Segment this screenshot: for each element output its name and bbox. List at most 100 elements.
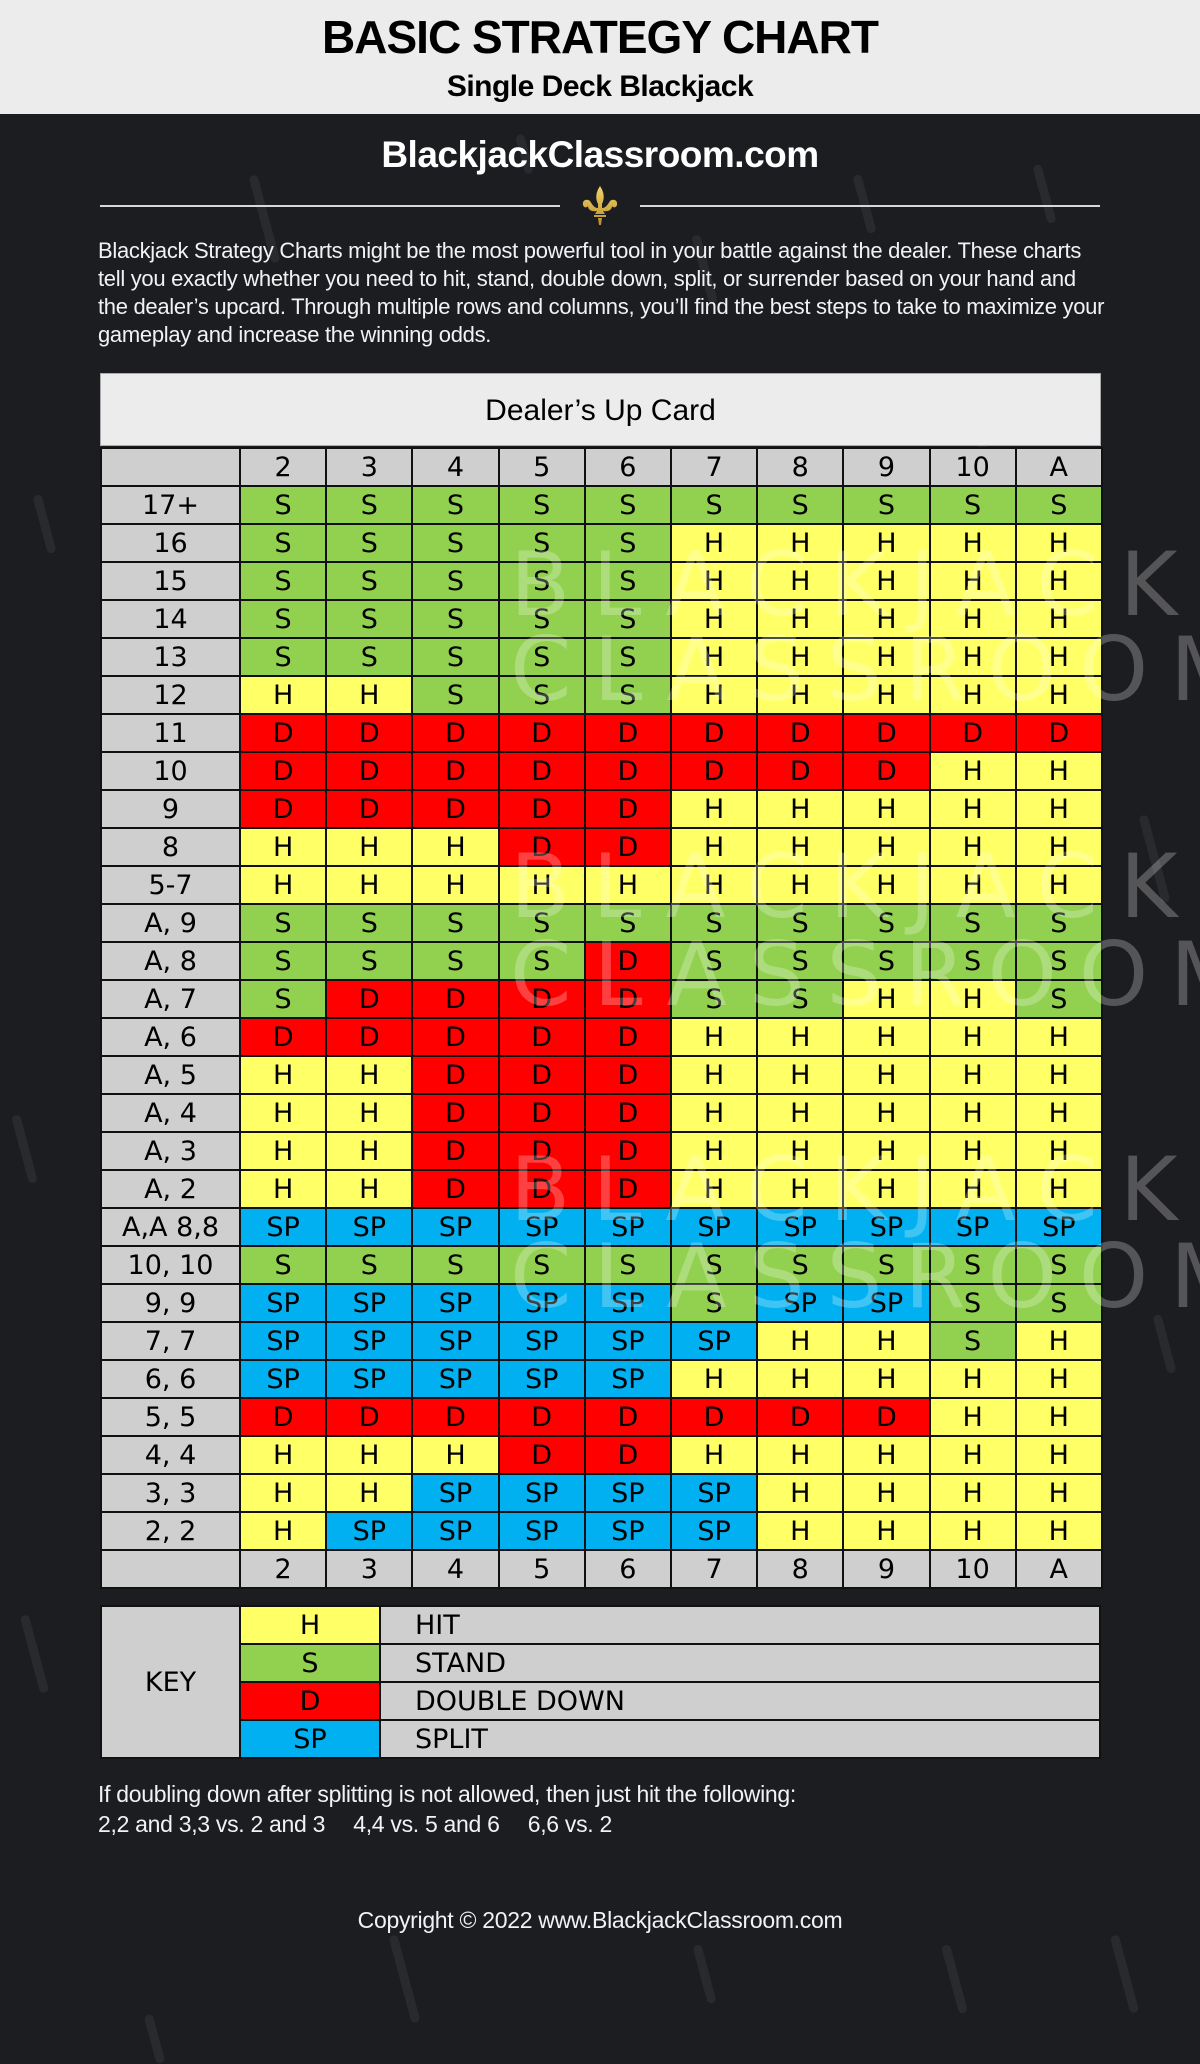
action-cell: S <box>756 979 845 1019</box>
action-cell: SP <box>411 1207 500 1247</box>
action-cell: SP <box>842 1283 931 1323</box>
action-cell: S <box>669 485 759 525</box>
action-cell: D <box>669 751 759 791</box>
action-cell: H <box>756 675 845 715</box>
action-cell: S <box>238 1245 328 1285</box>
action-cell: H <box>1014 1435 1103 1475</box>
action-cell: SP <box>669 1321 759 1361</box>
action-cell: S <box>238 599 328 639</box>
action-cell: D <box>756 713 845 753</box>
action-cell: H <box>756 1359 845 1399</box>
action-cell: D <box>497 789 586 829</box>
action-cell: H <box>325 1169 414 1209</box>
action-cell: H <box>1014 1473 1103 1513</box>
action-cell: S <box>411 1245 500 1285</box>
action-cell: H <box>238 827 328 867</box>
action-cell: D <box>842 713 931 753</box>
action-cell: H <box>842 561 931 601</box>
dealer-card-header: 6 <box>583 1549 672 1589</box>
action-cell: S <box>842 485 931 525</box>
action-cell: SP <box>669 1511 759 1551</box>
action-cell: SP <box>325 1511 414 1551</box>
action-cell: SP <box>583 1511 672 1551</box>
action-cell: D <box>411 1093 500 1133</box>
action-cell: D <box>497 713 586 753</box>
action-cell: H <box>756 1131 845 1171</box>
action-cell: S <box>669 979 759 1019</box>
action-cell: D <box>325 713 414 753</box>
action-cell: H <box>928 561 1017 601</box>
action-cell: S <box>238 903 328 943</box>
action-cell: SP <box>238 1359 328 1399</box>
action-cell: H <box>842 1321 931 1361</box>
action-cell: H <box>756 637 845 677</box>
action-cell: S <box>325 637 414 677</box>
action-cell: H <box>325 865 414 905</box>
action-cell: H <box>1014 1321 1103 1361</box>
action-cell: D <box>325 979 414 1019</box>
player-hand-label: A, 5 <box>100 1055 241 1095</box>
action-cell: D <box>497 1435 586 1475</box>
action-cell: D <box>411 1397 500 1437</box>
action-cell: D <box>928 713 1017 753</box>
action-cell: H <box>1014 1055 1103 1095</box>
action-cell: S <box>669 1283 759 1323</box>
action-cell: D <box>583 1169 672 1209</box>
action-cell: H <box>928 789 1017 829</box>
action-cell: S <box>238 941 328 981</box>
action-cell: S <box>583 637 672 677</box>
dealer-card-header: 9 <box>842 1549 931 1589</box>
intro-paragraph: Blackjack Strategy Charts might be the m… <box>98 238 1105 347</box>
action-cell: S <box>583 1245 672 1285</box>
action-cell: SP <box>411 1321 500 1361</box>
das-note-item: 6,6 vs. 2 <box>527 1811 613 1837</box>
player-hand-label: 16 <box>100 523 241 563</box>
player-hand-label: 12 <box>100 675 241 715</box>
player-hand-label: 6, 6 <box>100 1359 241 1399</box>
table-row: 9, 9 SP SP SP SP SP S SP SP S S <box>100 1283 1103 1323</box>
action-cell: S <box>669 941 759 981</box>
action-cell: H <box>411 865 500 905</box>
action-cell: H <box>669 1131 759 1171</box>
action-cell: H <box>842 1169 931 1209</box>
action-cell: H <box>756 599 845 639</box>
player-hand-label: 11 <box>100 713 241 753</box>
action-cell: H <box>756 1017 845 1057</box>
action-cell: H <box>842 675 931 715</box>
action-cell: H <box>842 1359 931 1399</box>
action-cell: S <box>411 485 500 525</box>
action-cell: H <box>669 561 759 601</box>
action-cell: SP <box>411 1283 500 1323</box>
action-cell: SP <box>497 1473 586 1513</box>
action-cell: H <box>928 523 1017 563</box>
player-hand-label: A,A 8,8 <box>100 1207 241 1247</box>
action-cell: S <box>411 637 500 677</box>
action-cell: H <box>1014 1169 1103 1209</box>
action-cell: S <box>497 1245 586 1285</box>
key-code-swatch: S <box>239 1643 381 1683</box>
action-cell: D <box>669 713 759 753</box>
action-cell: D <box>583 1435 672 1475</box>
player-hand-label: 9 <box>100 789 241 829</box>
table-row: 15 S S S S S H H H H H <box>100 561 1103 601</box>
player-hand-label: 13 <box>100 637 241 677</box>
action-cell: H <box>1014 1397 1103 1437</box>
action-cell: H <box>669 1435 759 1475</box>
dealer-card-header: 4 <box>411 1549 500 1589</box>
player-hand-label: 17+ <box>100 485 241 525</box>
action-cell: H <box>928 1473 1017 1513</box>
action-cell: S <box>1014 903 1103 943</box>
action-cell: S <box>842 903 931 943</box>
action-cell: SP <box>325 1283 414 1323</box>
player-hand-label: A, 6 <box>100 1017 241 1057</box>
dealer-card-header: 3 <box>325 447 414 487</box>
column-header-row: 2 3 4 5 6 7 8 9 10 A <box>100 447 1103 487</box>
das-note-item: 4,4 vs. 5 and 6 <box>353 1811 500 1837</box>
action-cell: D <box>583 827 672 867</box>
action-cell: H <box>756 1473 845 1513</box>
das-note-items: 2,2 and 3,3 vs. 2 and 3 4,4 vs. 5 and 6 … <box>98 1809 1108 1839</box>
action-cell: H <box>756 561 845 601</box>
